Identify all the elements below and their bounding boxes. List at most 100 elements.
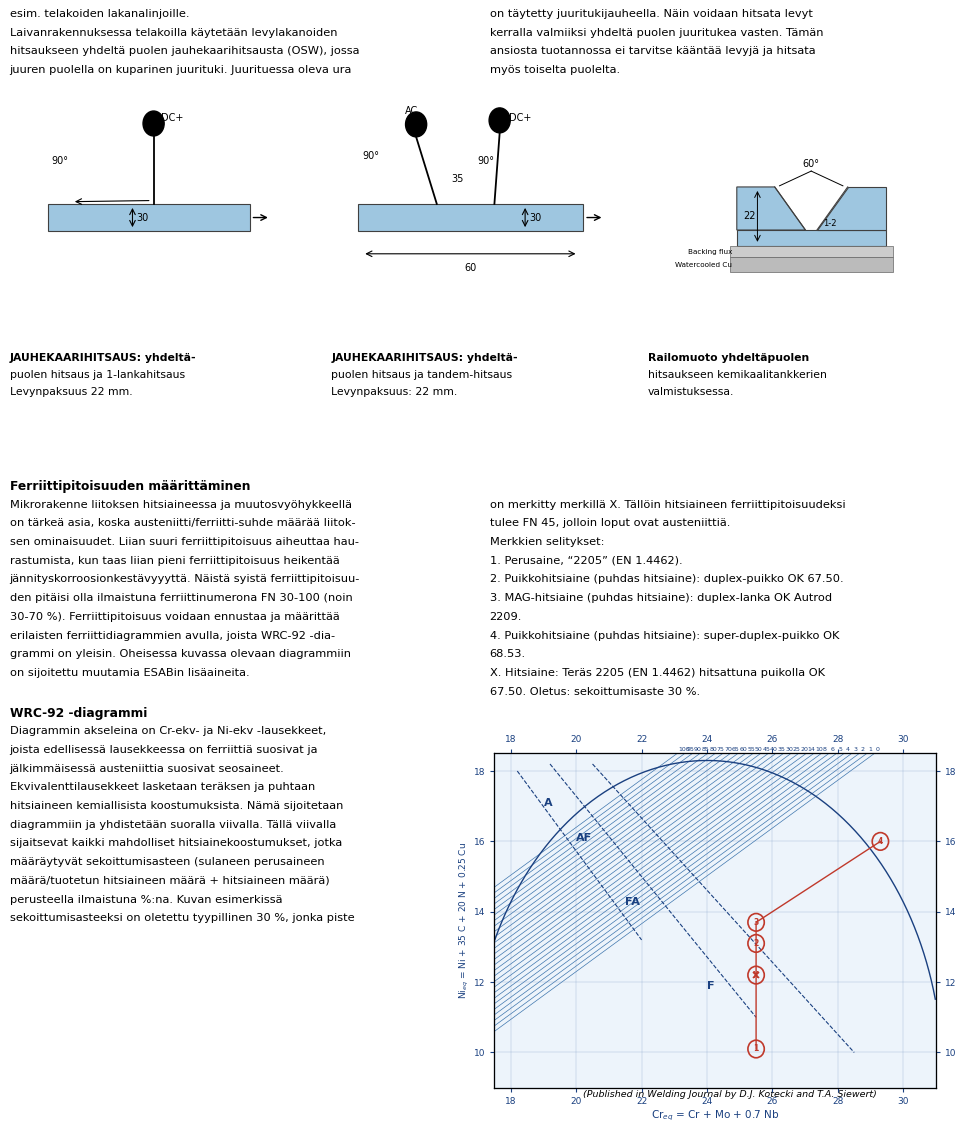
Text: 1: 1 (869, 747, 873, 751)
Circle shape (143, 111, 164, 136)
Text: 5: 5 (838, 747, 842, 751)
X-axis label: Cr$_{eq}$ = Cr + Mo + 0.7 Nb: Cr$_{eq}$ = Cr + Mo + 0.7 Nb (651, 1108, 780, 1123)
Text: 1-2: 1-2 (823, 219, 836, 228)
Text: Levynpaksuus: 22 mm.: Levynpaksuus: 22 mm. (331, 387, 458, 398)
Text: 60°: 60° (803, 159, 820, 169)
Text: kerralla valmiiksi yhdeltä puolen juuritukea vasten. Tämän: kerralla valmiiksi yhdeltä puolen juurit… (490, 27, 823, 37)
Text: 3. MAG-hitsiaine (puhdas hitsiaine): duplex-lanka OK Autrod: 3. MAG-hitsiaine (puhdas hitsiaine): dup… (490, 594, 831, 603)
Polygon shape (737, 187, 805, 230)
Text: 80: 80 (709, 747, 717, 751)
Text: F: F (707, 981, 714, 991)
Text: Watercooled Cu: Watercooled Cu (675, 262, 732, 267)
Text: 2: 2 (754, 939, 758, 948)
Text: tulee FN 45, jolloin loput ovat austeniittiä.: tulee FN 45, jolloin loput ovat austenii… (490, 518, 730, 528)
Text: AC: AC (405, 107, 418, 117)
Text: 68.53.: 68.53. (490, 649, 526, 659)
Circle shape (489, 108, 510, 133)
Text: Railomuoto yhdeltäpuolen: Railomuoto yhdeltäpuolen (648, 353, 809, 364)
Text: Ferriittipitoisuuden määrittäminen: Ferriittipitoisuuden määrittäminen (10, 480, 251, 493)
Text: 50: 50 (755, 747, 762, 751)
Text: Backing flux: Backing flux (687, 248, 732, 255)
Text: 30: 30 (529, 213, 541, 222)
Text: erilaisten ferriittidiagrammien avulla, joista WRC-92 -dia-: erilaisten ferriittidiagrammien avulla, … (10, 630, 335, 640)
Text: 4. Puikkohitsiaine (puhdas hitsiaine): super-duplex-puikko OK: 4. Puikkohitsiaine (puhdas hitsiaine): s… (490, 630, 839, 640)
Text: 20: 20 (801, 747, 808, 751)
Text: 90: 90 (694, 747, 702, 751)
Text: 30: 30 (785, 747, 793, 751)
Text: Merkkien selitykset:: Merkkien selitykset: (490, 537, 604, 547)
Bar (730, 246, 893, 257)
Text: sen ominaisuudet. Liian suuri ferriittipitoisuus aiheuttaa hau-: sen ominaisuudet. Liian suuri ferriittip… (10, 537, 359, 547)
Bar (357, 204, 583, 231)
Text: diagrammiin ja yhdistetään suoralla viivalla. Tällä viivalla: diagrammiin ja yhdistetään suoralla viiv… (10, 820, 336, 829)
Bar (730, 257, 893, 272)
Text: hitsiaineen kemiallisista koostumuksista. Nämä sijoitetaan: hitsiaineen kemiallisista koostumuksista… (10, 801, 343, 811)
Text: 1: 1 (754, 1045, 758, 1054)
Text: valmistuksessa.: valmistuksessa. (648, 387, 734, 398)
Text: A: A (543, 799, 552, 808)
Text: 40: 40 (770, 747, 778, 751)
Text: puolen hitsaus ja tandem-hitsaus: puolen hitsaus ja tandem-hitsaus (331, 370, 513, 381)
Text: 30: 30 (136, 213, 149, 222)
Text: grammi on yleisin. Oheisessa kuvassa olevaan diagrammiin: grammi on yleisin. Oheisessa kuvassa ole… (10, 649, 350, 659)
Text: 2. Puikkohitsiaine (puhdas hitsiaine): duplex-puikko OK 67.50.: 2. Puikkohitsiaine (puhdas hitsiaine): d… (490, 574, 843, 585)
Text: 4: 4 (877, 837, 883, 846)
Text: 95: 95 (686, 747, 694, 751)
Text: 90°: 90° (477, 156, 494, 165)
Text: sekoittumisasteeksi on oletettu tyypillinen 30 %, jonka piste: sekoittumisasteeksi on oletettu tyypilli… (10, 913, 354, 923)
Text: 45: 45 (762, 747, 770, 751)
Text: 60: 60 (465, 263, 476, 273)
Text: Diagrammin akseleina on Cr-ekv- ja Ni-ekv -lausekkeet,: Diagrammin akseleina on Cr-ekv- ja Ni-ek… (10, 726, 325, 736)
Text: 22: 22 (743, 212, 756, 221)
Text: den pitäisi olla ilmaistuna ferriittinumerona FN 30-100 (noin: den pitäisi olla ilmaistuna ferriittinum… (10, 594, 352, 603)
Text: Laivanrakennuksessa telakoilla käytetään levylakanoiden: Laivanrakennuksessa telakoilla käytetään… (10, 27, 337, 37)
Text: 2: 2 (861, 747, 865, 751)
Text: myös toiselta puolelta.: myös toiselta puolelta. (490, 65, 620, 75)
Text: määräytyvät sekoittumisasteen (sulaneen perusaineen: määräytyvät sekoittumisasteen (sulaneen … (10, 857, 324, 867)
Text: 0: 0 (876, 747, 880, 751)
Text: on sijoitettu muutamia ESABin lisäaineita.: on sijoitettu muutamia ESABin lisäaineit… (10, 667, 250, 678)
Text: 90°: 90° (51, 156, 68, 165)
Text: esim. telakoiden lakanalinjoille.: esim. telakoiden lakanalinjoille. (10, 9, 189, 19)
Text: Levynpaksuus 22 mm.: Levynpaksuus 22 mm. (10, 387, 132, 398)
Text: joista edellisessä lausekkeessa on ferriittiä suosivat ja: joista edellisessä lausekkeessa on ferri… (10, 746, 318, 755)
Text: hitsaukseen kemikaalitankkerien: hitsaukseen kemikaalitankkerien (648, 370, 827, 381)
Text: on tärkeä asia, koska austeniitti/ferriitti-suhde määrää liitok-: on tärkeä asia, koska austeniitti/ferrii… (10, 518, 355, 528)
Text: JAUHEKAARIHITSAUS: yhdeltä-: JAUHEKAARIHITSAUS: yhdeltä- (331, 353, 517, 364)
Text: 30-70 %). Ferriittipitoisuus voidaan ennustaa ja määrittää: 30-70 %). Ferriittipitoisuus voidaan enn… (10, 612, 339, 622)
Text: AF: AF (576, 834, 592, 843)
Text: FA: FA (625, 896, 640, 906)
Text: Mikrorakenne liitoksen hitsiaineessa ja muutosvyöhykkeellä: Mikrorakenne liitoksen hitsiaineessa ja … (10, 500, 351, 510)
Text: määrä/tuotetun hitsiaineen määrä + hitsiaineen määrä): määrä/tuotetun hitsiaineen määrä + hitsi… (10, 876, 329, 886)
Text: jännityskorroosionkestävyyyttä. Näistä syistä ferriittipitoisuu-: jännityskorroosionkestävyyyttä. Näistä s… (10, 574, 360, 585)
Text: 14: 14 (807, 747, 816, 751)
Text: ansiosta tuotannossa ei tarvitse kääntää levyjä ja hitsata: ansiosta tuotannossa ei tarvitse kääntää… (490, 46, 815, 57)
Text: 35: 35 (452, 174, 464, 184)
Text: on merkitty merkillä X. Tällöin hitsiaineen ferriittipitoisuudeksi: on merkitty merkillä X. Tällöin hitsiain… (490, 500, 845, 510)
Text: 85: 85 (702, 747, 709, 751)
Text: 67.50. Oletus: sekoittumisaste 30 %.: 67.50. Oletus: sekoittumisaste 30 %. (490, 687, 700, 697)
Text: (Published in Welding Journal by D.J. Kotecki and T.A. Siewert): (Published in Welding Journal by D.J. Ko… (583, 1090, 876, 1099)
Text: sijaitsevat kaikki mahdolliset hitsiainekoostumukset, jotka: sijaitsevat kaikki mahdolliset hitsiaine… (10, 838, 342, 849)
Text: jälkimmäisessä austeniittia suosivat seosaineet.: jälkimmäisessä austeniittia suosivat seo… (10, 764, 284, 774)
Text: 10: 10 (815, 747, 823, 751)
Text: JAUHEKAARIHITSAUS: yhdeltä-: JAUHEKAARIHITSAUS: yhdeltä- (10, 353, 196, 364)
Text: 90°: 90° (362, 152, 379, 161)
Text: hitsaukseen yhdeltä puolen jauhekaarihitsausta (OSW), jossa: hitsaukseen yhdeltä puolen jauhekaarihit… (10, 46, 359, 57)
Text: 100: 100 (679, 747, 690, 751)
Text: 4: 4 (846, 747, 850, 751)
Text: DC+: DC+ (161, 113, 183, 122)
Circle shape (405, 112, 426, 137)
Text: rastumista, kun taas liian pieni ferriittipitoisuus heikentää: rastumista, kun taas liian pieni ferriit… (10, 556, 339, 565)
Text: 75: 75 (717, 747, 725, 751)
Text: WRC-92 -diagrammi: WRC-92 -diagrammi (10, 707, 147, 719)
Text: X: X (754, 971, 759, 980)
Text: 3: 3 (754, 918, 758, 927)
Bar (48, 204, 250, 231)
Text: 6: 6 (830, 747, 834, 751)
Text: 8: 8 (823, 747, 827, 751)
Text: X. Hitsiaine: Teräs 2205 (EN 1.4462) hitsattuna puikolla OK: X. Hitsiaine: Teräs 2205 (EN 1.4462) hit… (490, 667, 825, 678)
Text: 65: 65 (732, 747, 740, 751)
Text: 60: 60 (739, 747, 747, 751)
Text: juuren puolella on kuparinen juurituki. Juurituessa oleva ura: juuren puolella on kuparinen juurituki. … (10, 65, 352, 75)
